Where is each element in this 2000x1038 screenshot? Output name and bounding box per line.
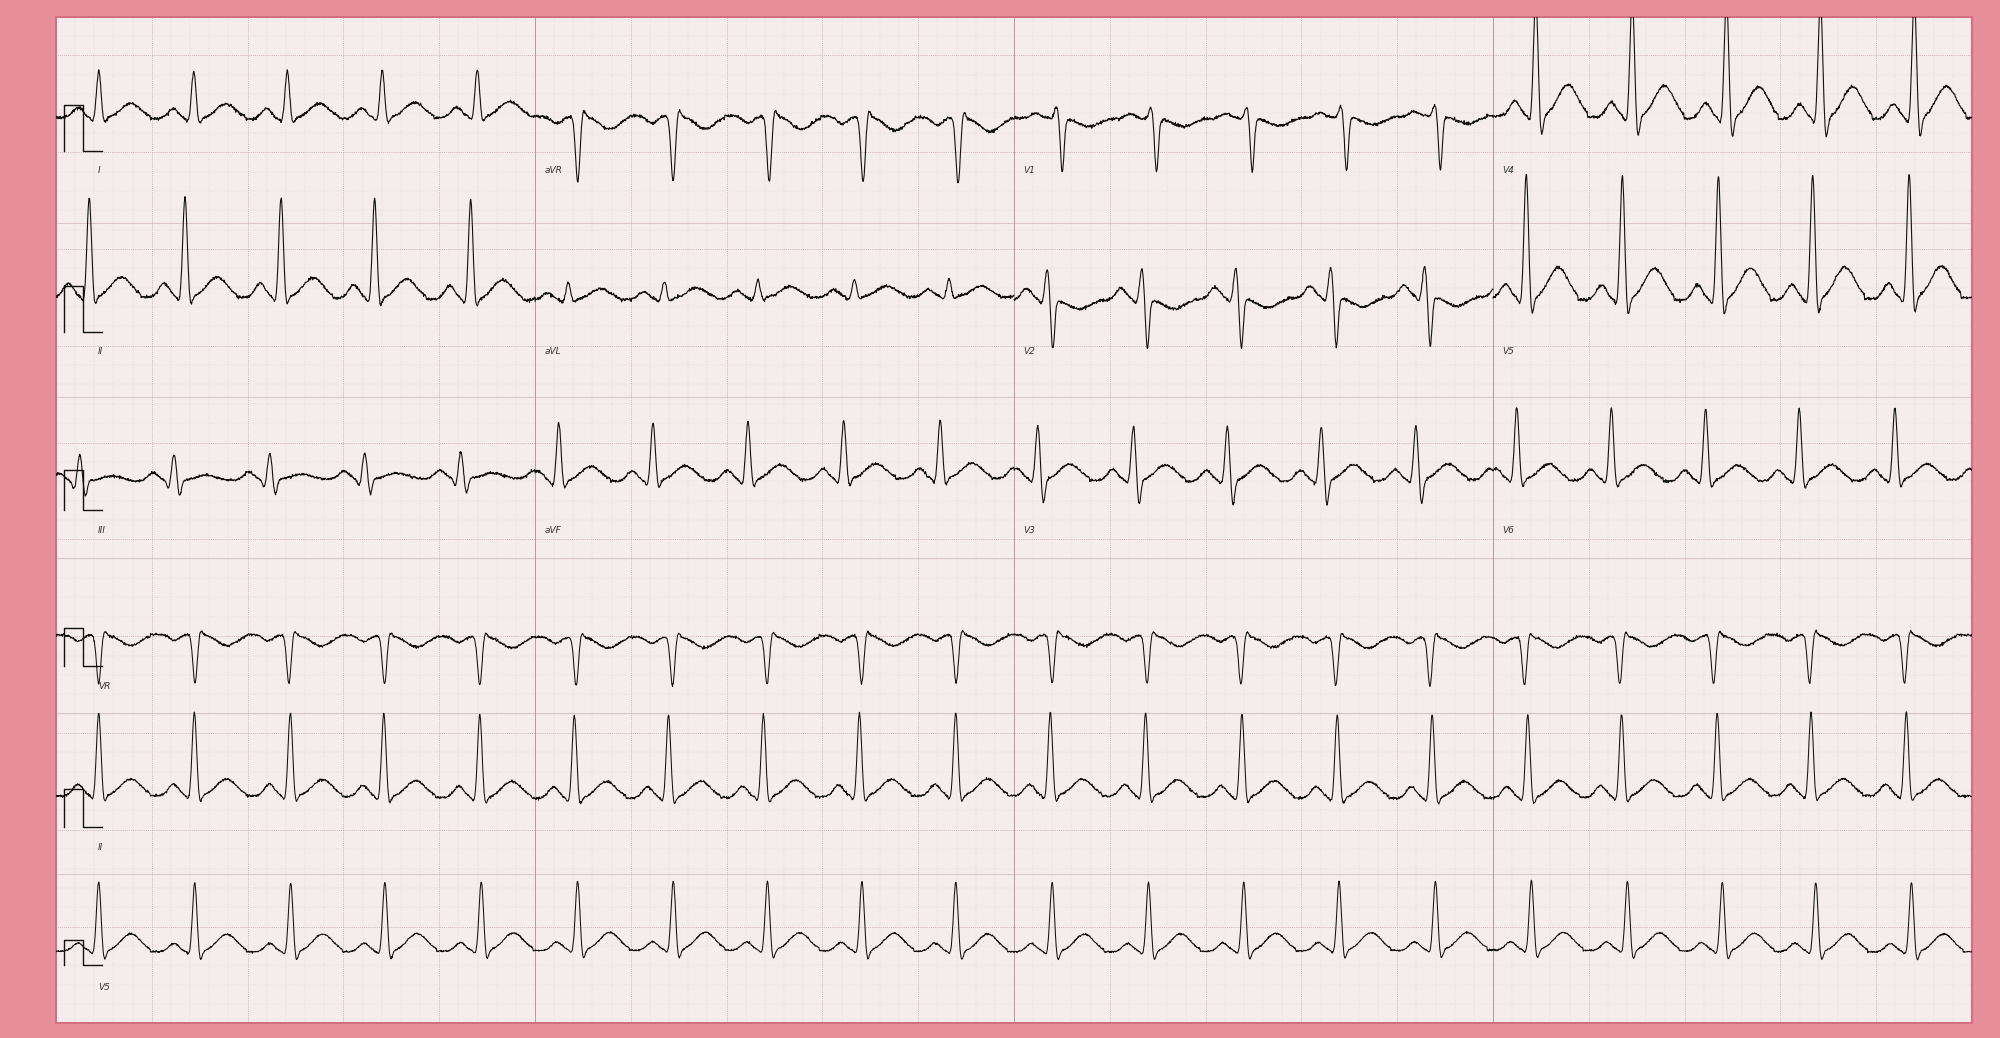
Text: I: I [98, 166, 100, 174]
Text: II: II [98, 347, 104, 356]
Text: V2: V2 [1024, 347, 1036, 356]
Text: V4: V4 [1502, 166, 1514, 174]
Text: aVF: aVF [544, 526, 562, 536]
Text: III: III [98, 526, 106, 536]
Text: V5: V5 [1502, 347, 1514, 356]
Text: aVR: aVR [544, 166, 562, 174]
Text: II: II [98, 843, 104, 852]
Text: V5: V5 [98, 983, 110, 992]
Text: V1: V1 [1024, 166, 1036, 174]
Text: V3: V3 [1024, 526, 1036, 536]
Text: VR: VR [98, 682, 110, 691]
Text: V6: V6 [1502, 526, 1514, 536]
Text: aVL: aVL [544, 347, 562, 356]
